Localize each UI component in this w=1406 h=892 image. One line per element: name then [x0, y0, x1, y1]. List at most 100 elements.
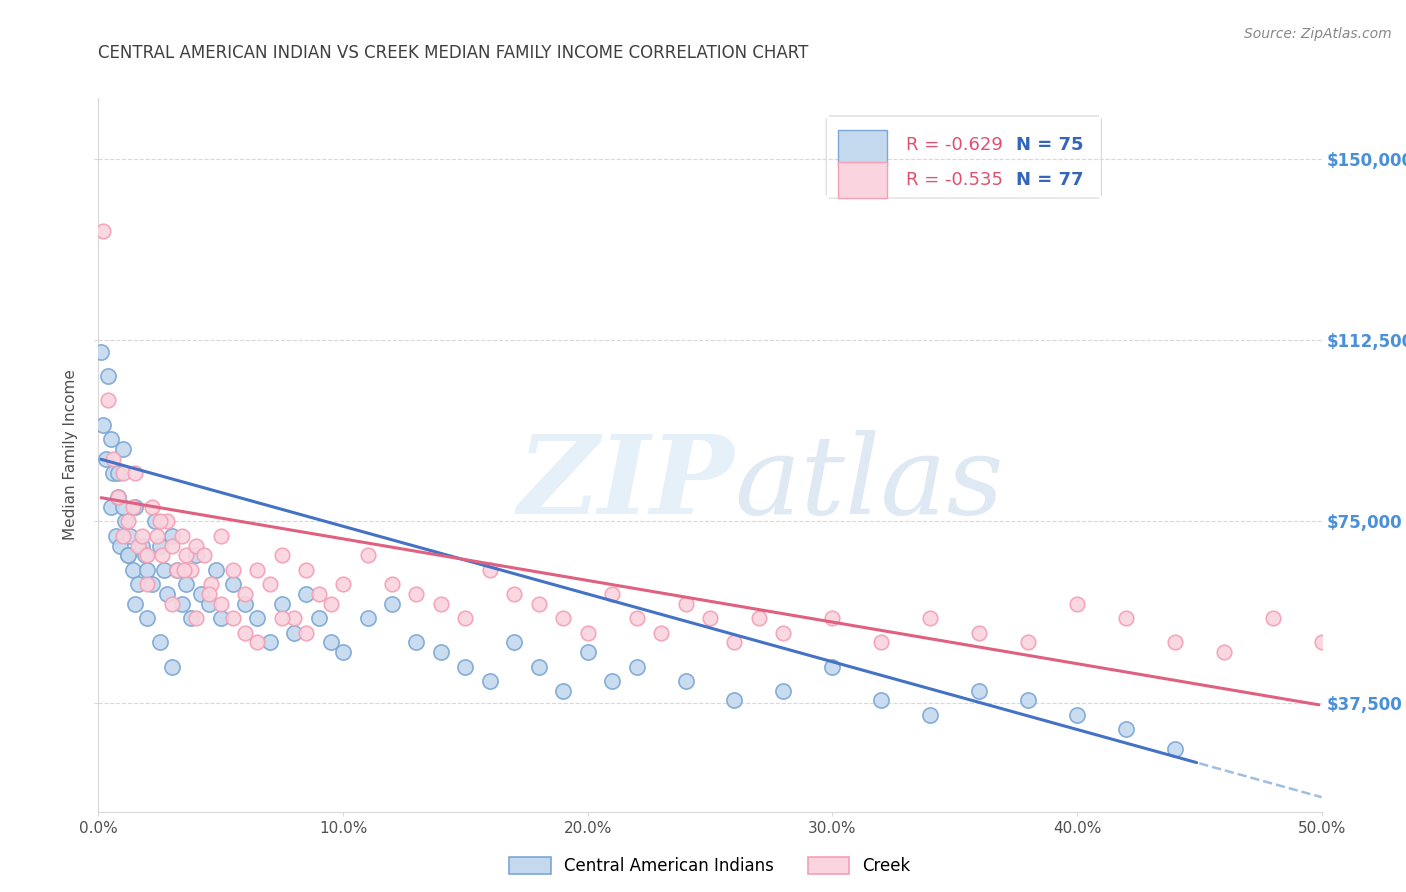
Point: [176, 577, 198, 591]
Point: [90, 345, 112, 359]
Point: [553, 683, 575, 698]
Point: [527, 597, 550, 611]
Point: [600, 674, 623, 689]
Point: [117, 549, 139, 563]
Point: [120, 529, 142, 543]
Point: [156, 587, 179, 601]
Point: [197, 597, 219, 611]
Point: [772, 683, 794, 698]
Point: [270, 597, 294, 611]
Point: [146, 529, 169, 543]
Point: [104, 529, 127, 543]
Point: [553, 611, 575, 625]
Point: [200, 577, 222, 591]
Point: [870, 693, 893, 707]
Point: [100, 432, 122, 446]
Point: [246, 563, 269, 577]
Point: [176, 549, 198, 563]
Point: [1310, 635, 1333, 649]
Point: [186, 611, 208, 625]
Point: [160, 529, 183, 543]
Y-axis label: Median Family Income: Median Family Income: [63, 369, 79, 541]
Point: [821, 659, 844, 673]
Point: [136, 549, 159, 563]
Point: [1017, 693, 1039, 707]
Point: [170, 597, 193, 611]
Point: [166, 563, 188, 577]
FancyBboxPatch shape: [838, 162, 887, 198]
Point: [131, 539, 153, 553]
Point: [1212, 645, 1234, 659]
Point: [134, 549, 156, 563]
Text: R = -0.535: R = -0.535: [905, 171, 1002, 189]
Point: [270, 611, 294, 625]
Point: [246, 635, 269, 649]
Point: [121, 500, 143, 514]
Point: [1164, 635, 1187, 649]
Point: [600, 587, 623, 601]
Point: [295, 563, 318, 577]
Text: ZIP: ZIP: [517, 430, 734, 537]
Point: [197, 587, 219, 601]
Point: [332, 645, 354, 659]
Point: [141, 577, 163, 591]
Point: [233, 625, 256, 640]
Point: [160, 659, 183, 673]
Text: N = 75: N = 75: [1015, 136, 1084, 153]
Point: [430, 645, 453, 659]
Point: [920, 611, 942, 625]
Point: [124, 466, 146, 480]
Point: [209, 611, 232, 625]
Point: [576, 645, 599, 659]
Point: [91, 224, 114, 238]
Point: [308, 611, 330, 625]
Point: [111, 466, 134, 480]
Point: [209, 529, 232, 543]
Point: [149, 515, 172, 529]
Point: [1115, 611, 1137, 625]
Point: [295, 587, 318, 601]
Point: [94, 451, 117, 466]
Point: [233, 597, 256, 611]
Point: [111, 500, 134, 514]
Point: [136, 577, 159, 591]
Text: N = 77: N = 77: [1015, 171, 1084, 189]
Point: [1164, 741, 1187, 756]
Point: [1066, 708, 1088, 723]
Point: [233, 587, 256, 601]
Point: [675, 674, 697, 689]
Point: [381, 597, 404, 611]
Point: [259, 635, 281, 649]
Point: [723, 693, 745, 707]
Point: [1066, 597, 1088, 611]
Point: [100, 500, 122, 514]
Point: [870, 635, 893, 649]
Point: [117, 549, 139, 563]
Point: [127, 539, 149, 553]
Point: [650, 625, 672, 640]
Point: [121, 563, 143, 577]
Point: [127, 577, 149, 591]
Point: [222, 611, 245, 625]
Point: [156, 515, 179, 529]
Point: [356, 611, 378, 625]
Point: [1017, 635, 1039, 649]
Point: [246, 611, 269, 625]
Text: atlas: atlas: [734, 430, 1004, 537]
Point: [193, 549, 215, 563]
Point: [283, 611, 305, 625]
Point: [295, 625, 318, 640]
Point: [503, 635, 526, 649]
Point: [114, 515, 136, 529]
Point: [107, 466, 129, 480]
Point: [405, 587, 427, 601]
Point: [478, 563, 501, 577]
Point: [107, 490, 129, 504]
Point: [131, 529, 153, 543]
Point: [270, 549, 294, 563]
Point: [149, 635, 172, 649]
Point: [283, 625, 305, 640]
Point: [222, 563, 245, 577]
Point: [141, 500, 163, 514]
Point: [576, 625, 599, 640]
